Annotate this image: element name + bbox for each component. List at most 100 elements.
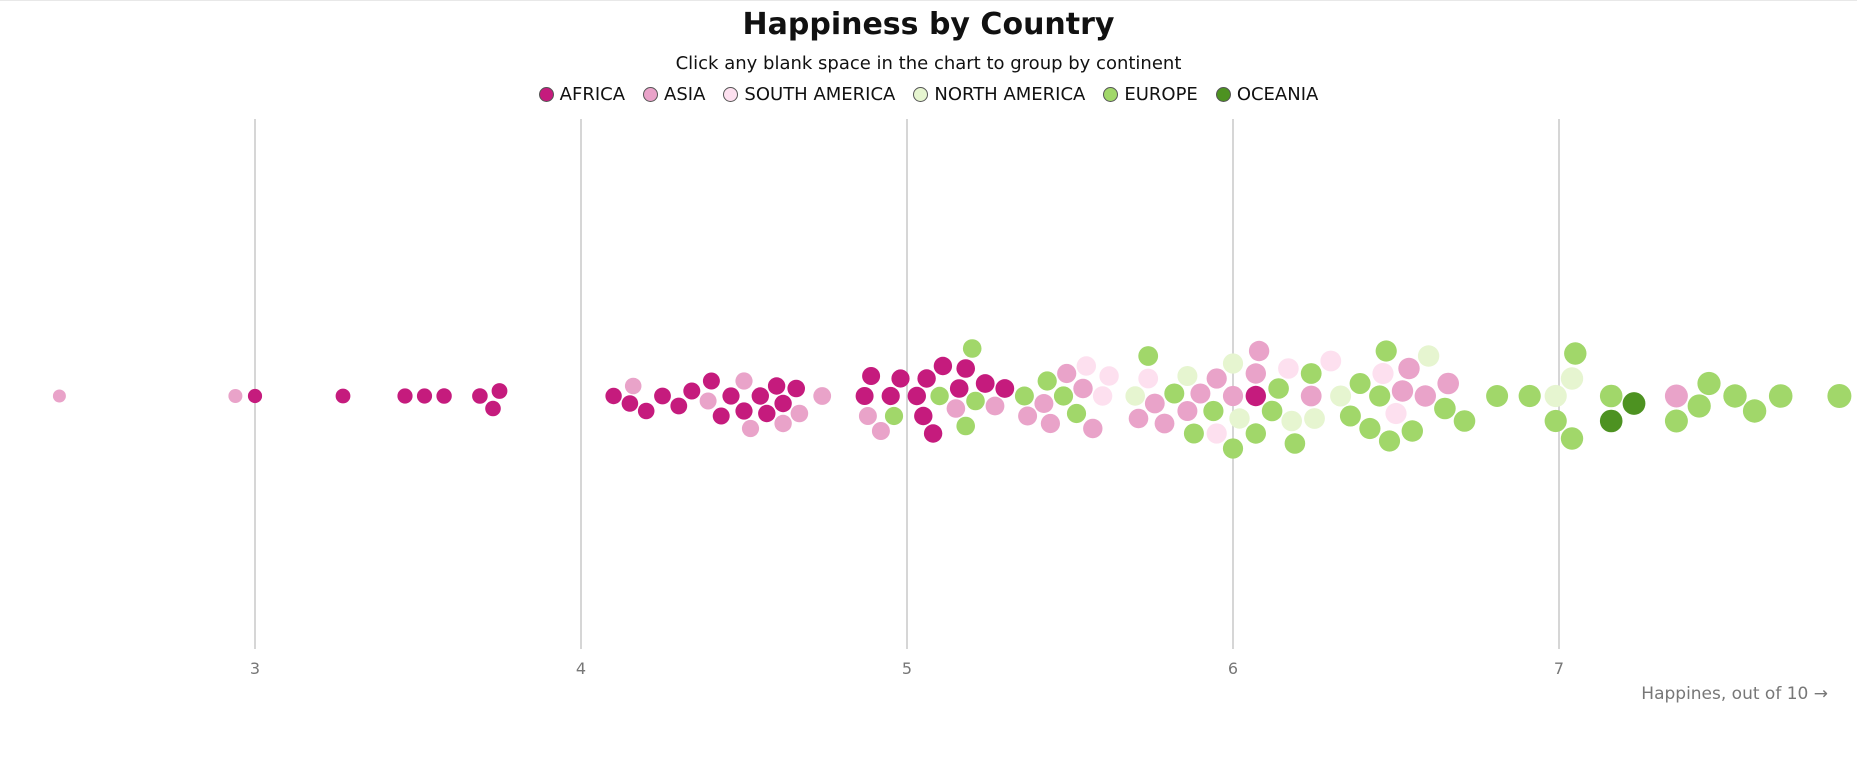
- data-point-africa[interactable]: [995, 379, 1015, 398]
- data-point-asia[interactable]: [1083, 418, 1103, 439]
- data-point-asia[interactable]: [1190, 383, 1211, 404]
- data-point-asia[interactable]: [228, 389, 243, 403]
- data-point-asia[interactable]: [1222, 385, 1244, 407]
- data-point-asia[interactable]: [871, 422, 890, 440]
- data-point-europe[interactable]: [884, 406, 904, 426]
- data-point-africa[interactable]: [247, 388, 263, 404]
- data-point-north-america[interactable]: [1281, 410, 1302, 432]
- data-point-europe[interactable]: [1723, 384, 1747, 408]
- data-point-asia[interactable]: [735, 372, 753, 390]
- data-point-asia[interactable]: [1398, 357, 1420, 380]
- data-point-south-america[interactable]: [1372, 362, 1394, 385]
- data-point-europe[interactable]: [962, 339, 982, 358]
- data-point-europe[interactable]: [1245, 423, 1267, 444]
- data-point-africa[interactable]: [956, 359, 975, 378]
- data-point-africa[interactable]: [758, 404, 776, 423]
- data-point-asia[interactable]: [1177, 401, 1198, 421]
- data-point-north-america[interactable]: [1560, 367, 1584, 390]
- legend-item-north-america[interactable]: NORTH AMERICA: [913, 84, 1085, 105]
- data-point-asia[interactable]: [1414, 385, 1437, 407]
- data-point-europe[interactable]: [1014, 386, 1034, 406]
- data-point-north-america[interactable]: [1229, 408, 1250, 429]
- data-point-europe[interactable]: [1268, 378, 1289, 399]
- data-point-europe[interactable]: [956, 416, 975, 436]
- data-point-asia[interactable]: [1300, 385, 1322, 407]
- data-point-africa[interactable]: [891, 369, 910, 388]
- data-point-europe[interactable]: [1518, 384, 1541, 408]
- data-point-africa[interactable]: [917, 369, 936, 388]
- data-point-africa[interactable]: [1245, 385, 1267, 407]
- data-point-europe[interactable]: [1486, 385, 1509, 407]
- data-point-europe[interactable]: [1560, 427, 1584, 450]
- data-point-asia[interactable]: [1154, 413, 1175, 434]
- data-point-africa[interactable]: [436, 388, 452, 404]
- data-point-asia[interactable]: [1391, 380, 1414, 402]
- data-point-africa[interactable]: [637, 402, 655, 420]
- data-point-europe[interactable]: [1434, 397, 1456, 420]
- data-point-europe[interactable]: [1599, 384, 1623, 408]
- data-point-south-america[interactable]: [1076, 356, 1097, 376]
- data-point-europe[interactable]: [1697, 371, 1721, 396]
- data-point-europe[interactable]: [1222, 438, 1244, 459]
- data-point-africa[interactable]: [767, 377, 786, 395]
- data-point-africa[interactable]: [923, 424, 943, 443]
- data-point-europe[interactable]: [1827, 384, 1852, 408]
- data-point-africa[interactable]: [751, 387, 769, 405]
- data-point-south-america[interactable]: [1206, 423, 1227, 444]
- data-point-africa[interactable]: [605, 387, 622, 405]
- data-point-africa[interactable]: [855, 387, 874, 405]
- data-point-asia[interactable]: [1073, 378, 1093, 399]
- data-point-south-america[interactable]: [1320, 350, 1342, 372]
- data-point-south-america[interactable]: [1385, 402, 1407, 425]
- data-point-africa[interactable]: [335, 388, 351, 404]
- data-point-asia[interactable]: [624, 377, 642, 395]
- legend-item-europe[interactable]: EUROPE: [1103, 84, 1198, 105]
- data-point-africa[interactable]: [621, 395, 639, 412]
- data-point-asia[interactable]: [946, 399, 966, 418]
- data-point-europe[interactable]: [1359, 417, 1381, 440]
- data-point-europe[interactable]: [930, 386, 949, 406]
- data-point-europe[interactable]: [1453, 410, 1476, 432]
- data-point-asia[interactable]: [1034, 394, 1054, 413]
- data-point-europe[interactable]: [1768, 384, 1793, 408]
- data-point-europe[interactable]: [1742, 399, 1767, 423]
- data-point-asia[interactable]: [1437, 372, 1459, 395]
- data-point-europe[interactable]: [1349, 373, 1371, 394]
- data-point-africa[interactable]: [722, 387, 740, 405]
- data-point-africa[interactable]: [712, 407, 730, 425]
- data-point-north-america[interactable]: [1544, 384, 1567, 408]
- data-point-north-america[interactable]: [1222, 353, 1244, 374]
- data-point-africa[interactable]: [485, 400, 501, 417]
- data-point-europe[interactable]: [1261, 400, 1283, 422]
- data-point-asia[interactable]: [1245, 363, 1267, 384]
- data-point-asia[interactable]: [741, 419, 760, 438]
- data-point-asia[interactable]: [1144, 393, 1165, 414]
- data-point-south-america[interactable]: [1099, 366, 1119, 386]
- legend-item-africa[interactable]: AFRICA: [538, 84, 625, 105]
- data-point-africa[interactable]: [416, 388, 433, 404]
- data-point-europe[interactable]: [1401, 420, 1424, 442]
- data-point-africa[interactable]: [735, 402, 753, 420]
- data-point-europe[interactable]: [1053, 386, 1074, 406]
- data-point-europe[interactable]: [1183, 423, 1204, 444]
- data-point-asia[interactable]: [1128, 408, 1149, 429]
- data-point-asia[interactable]: [985, 396, 1005, 416]
- data-point-asia[interactable]: [1664, 384, 1688, 408]
- data-point-europe[interactable]: [1378, 430, 1401, 452]
- data-point-europe[interactable]: [1300, 363, 1322, 384]
- data-point-asia[interactable]: [858, 407, 877, 425]
- data-point-north-america[interactable]: [1304, 408, 1325, 429]
- data-point-africa[interactable]: [654, 387, 671, 405]
- data-point-europe[interactable]: [1564, 342, 1587, 365]
- data-point-europe[interactable]: [1369, 385, 1391, 407]
- data-point-africa[interactable]: [862, 367, 881, 385]
- data-point-africa[interactable]: [683, 382, 701, 400]
- data-point-asia[interactable]: [774, 414, 792, 433]
- data-point-africa[interactable]: [702, 372, 720, 390]
- data-point-africa[interactable]: [881, 386, 900, 406]
- data-point-europe[interactable]: [1066, 403, 1087, 424]
- data-point-africa[interactable]: [933, 356, 953, 376]
- data-point-africa[interactable]: [949, 379, 969, 398]
- data-point-europe[interactable]: [1284, 433, 1306, 454]
